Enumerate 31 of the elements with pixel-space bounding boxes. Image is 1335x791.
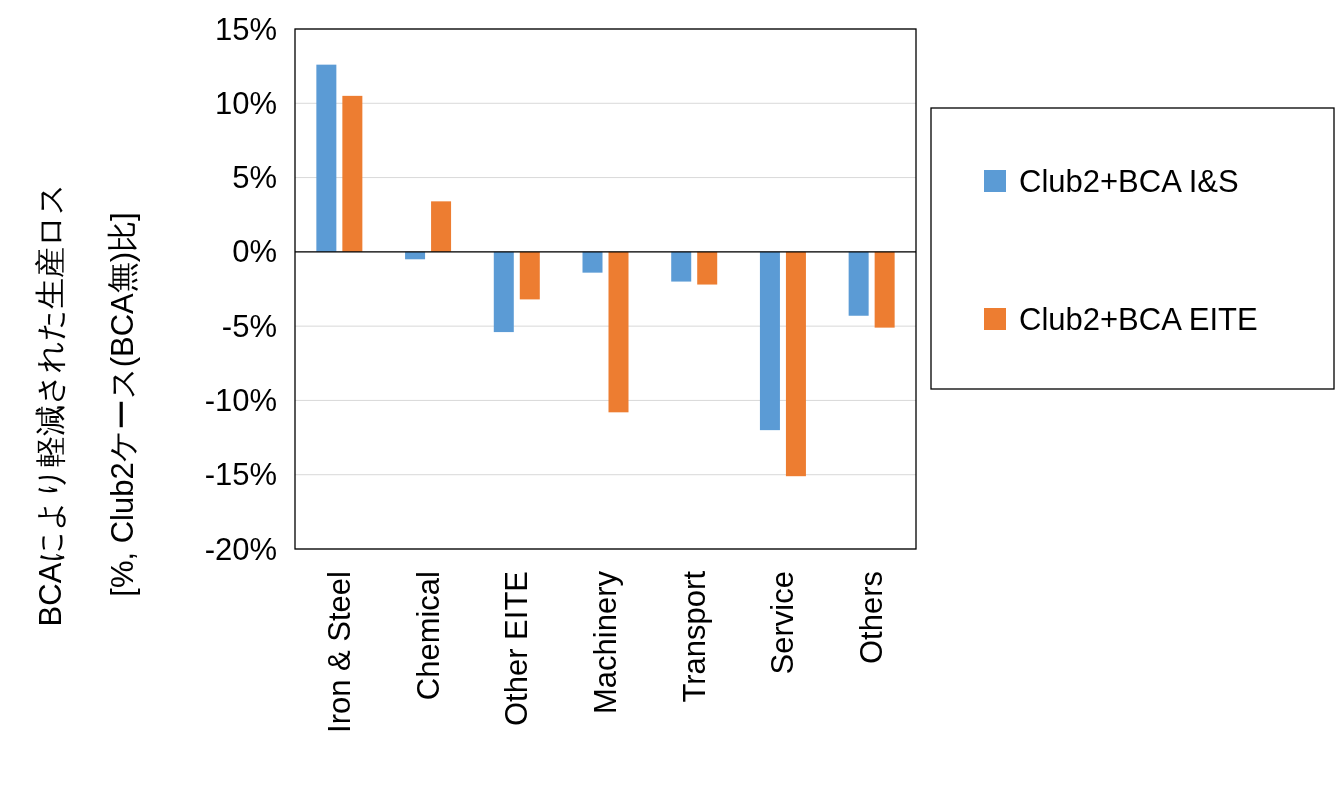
bar <box>493 251 514 333</box>
legend-label: Club2+BCA EITE <box>1019 301 1258 337</box>
y-tick-label: -10% <box>204 382 277 418</box>
bar <box>519 251 540 300</box>
x-tick-label: Machinery <box>588 570 623 714</box>
y-tick-label: 15% <box>214 11 277 47</box>
bar <box>759 251 780 431</box>
y-tick-label: 0% <box>232 234 277 270</box>
x-tick-label: Iron & Steel <box>321 571 357 733</box>
bar <box>697 251 718 285</box>
x-tick-label: Transport <box>676 570 712 703</box>
bar <box>848 251 869 316</box>
bar <box>316 64 337 252</box>
y-tick-label: -20% <box>204 531 277 567</box>
bar <box>785 251 806 477</box>
y-axis-title: BCAにより軽減された生産ロス [%, Club2ケース(BCA無)比] <box>32 182 140 627</box>
x-tick-label: Other EITE <box>499 571 535 727</box>
bar <box>874 251 895 328</box>
bar <box>608 251 629 413</box>
bar <box>342 95 363 252</box>
y-tick-label: -15% <box>204 457 277 493</box>
bar <box>671 251 692 282</box>
y-tick-label: -5% <box>221 308 277 344</box>
bar <box>431 201 452 252</box>
bar <box>582 251 603 273</box>
x-tick-label: Others <box>854 571 890 665</box>
legend-label: Club2+BCA I&S <box>1019 163 1239 199</box>
y-tick-label: 10% <box>214 85 277 121</box>
x-tick-label: Service <box>765 571 801 675</box>
x-tick-label: Chemical <box>410 571 446 701</box>
y-tick-label: 5% <box>232 160 277 196</box>
